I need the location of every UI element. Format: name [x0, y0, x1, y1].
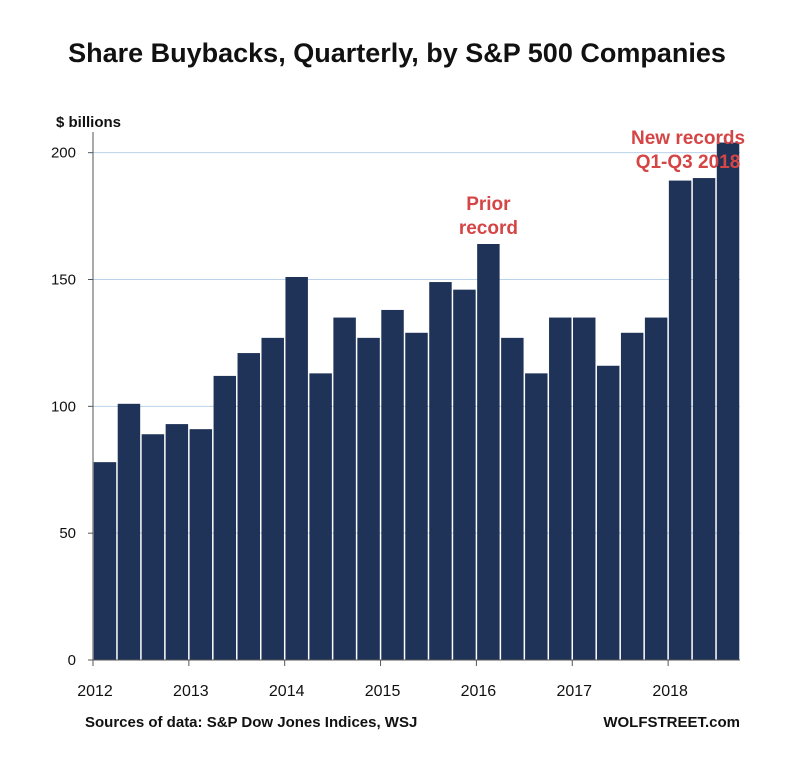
- source-note: Sources of data: S&P Dow Jones Indices, …: [85, 714, 417, 731]
- chart-title: Share Buybacks, Quarterly, by S&P 500 Co…: [68, 38, 726, 68]
- annotation-text: Prior: [466, 194, 511, 215]
- x-tick-label: 2016: [461, 683, 497, 700]
- y-tick-label: 0: [68, 652, 76, 669]
- bar: [381, 309, 404, 660]
- bar: [525, 373, 548, 660]
- x-tick-label: 2017: [556, 683, 592, 700]
- bar: [141, 434, 165, 660]
- brand-label: WOLFSTREET.com: [603, 714, 740, 731]
- bar: [213, 375, 237, 660]
- bar: [573, 317, 596, 660]
- x-tick-label: 2012: [77, 683, 113, 700]
- bar: [309, 373, 332, 660]
- x-tick-label: 2015: [365, 683, 401, 700]
- y-tick-labels: 0 50 100 150 200: [51, 145, 76, 669]
- x-tick-label: 2018: [652, 683, 688, 700]
- bar: [477, 244, 500, 660]
- y-tick-label: 200: [51, 145, 76, 162]
- y-tick-label: 50: [59, 525, 76, 542]
- bar: [668, 180, 692, 660]
- x-tick-label: 2014: [269, 683, 305, 700]
- bar: [429, 282, 452, 660]
- bar: [117, 403, 141, 660]
- y-tick-label: 150: [51, 272, 76, 289]
- bar: [285, 276, 308, 660]
- x-tick-labels: 2012 2013 2014 2015 2016 2017 2018: [77, 683, 688, 700]
- bar: [549, 317, 572, 660]
- y-tick-label: 100: [51, 398, 76, 415]
- bars: [93, 142, 740, 661]
- y-axis-unit-label: $ billions: [56, 114, 121, 131]
- bar: [237, 353, 260, 660]
- annotations: Prior record New records Q1-Q3 2018: [459, 128, 745, 239]
- x-tick-label: 2013: [173, 683, 209, 700]
- bar: [405, 332, 428, 660]
- bar: [596, 365, 620, 660]
- bar: [501, 337, 524, 660]
- bar: [716, 142, 740, 660]
- bar: [357, 337, 380, 660]
- bar: [261, 337, 284, 660]
- annotation-text: Q1-Q3 2018: [636, 152, 741, 173]
- bar: [620, 332, 644, 660]
- annotation-text: New records: [631, 128, 745, 149]
- bar: [165, 424, 189, 660]
- bar: [93, 462, 117, 660]
- annotation-text: record: [459, 218, 518, 239]
- axes: [88, 132, 740, 666]
- bar: [692, 178, 716, 661]
- bar: [333, 317, 356, 660]
- bar: [189, 429, 213, 660]
- bar: [453, 289, 476, 660]
- bar: [644, 317, 668, 660]
